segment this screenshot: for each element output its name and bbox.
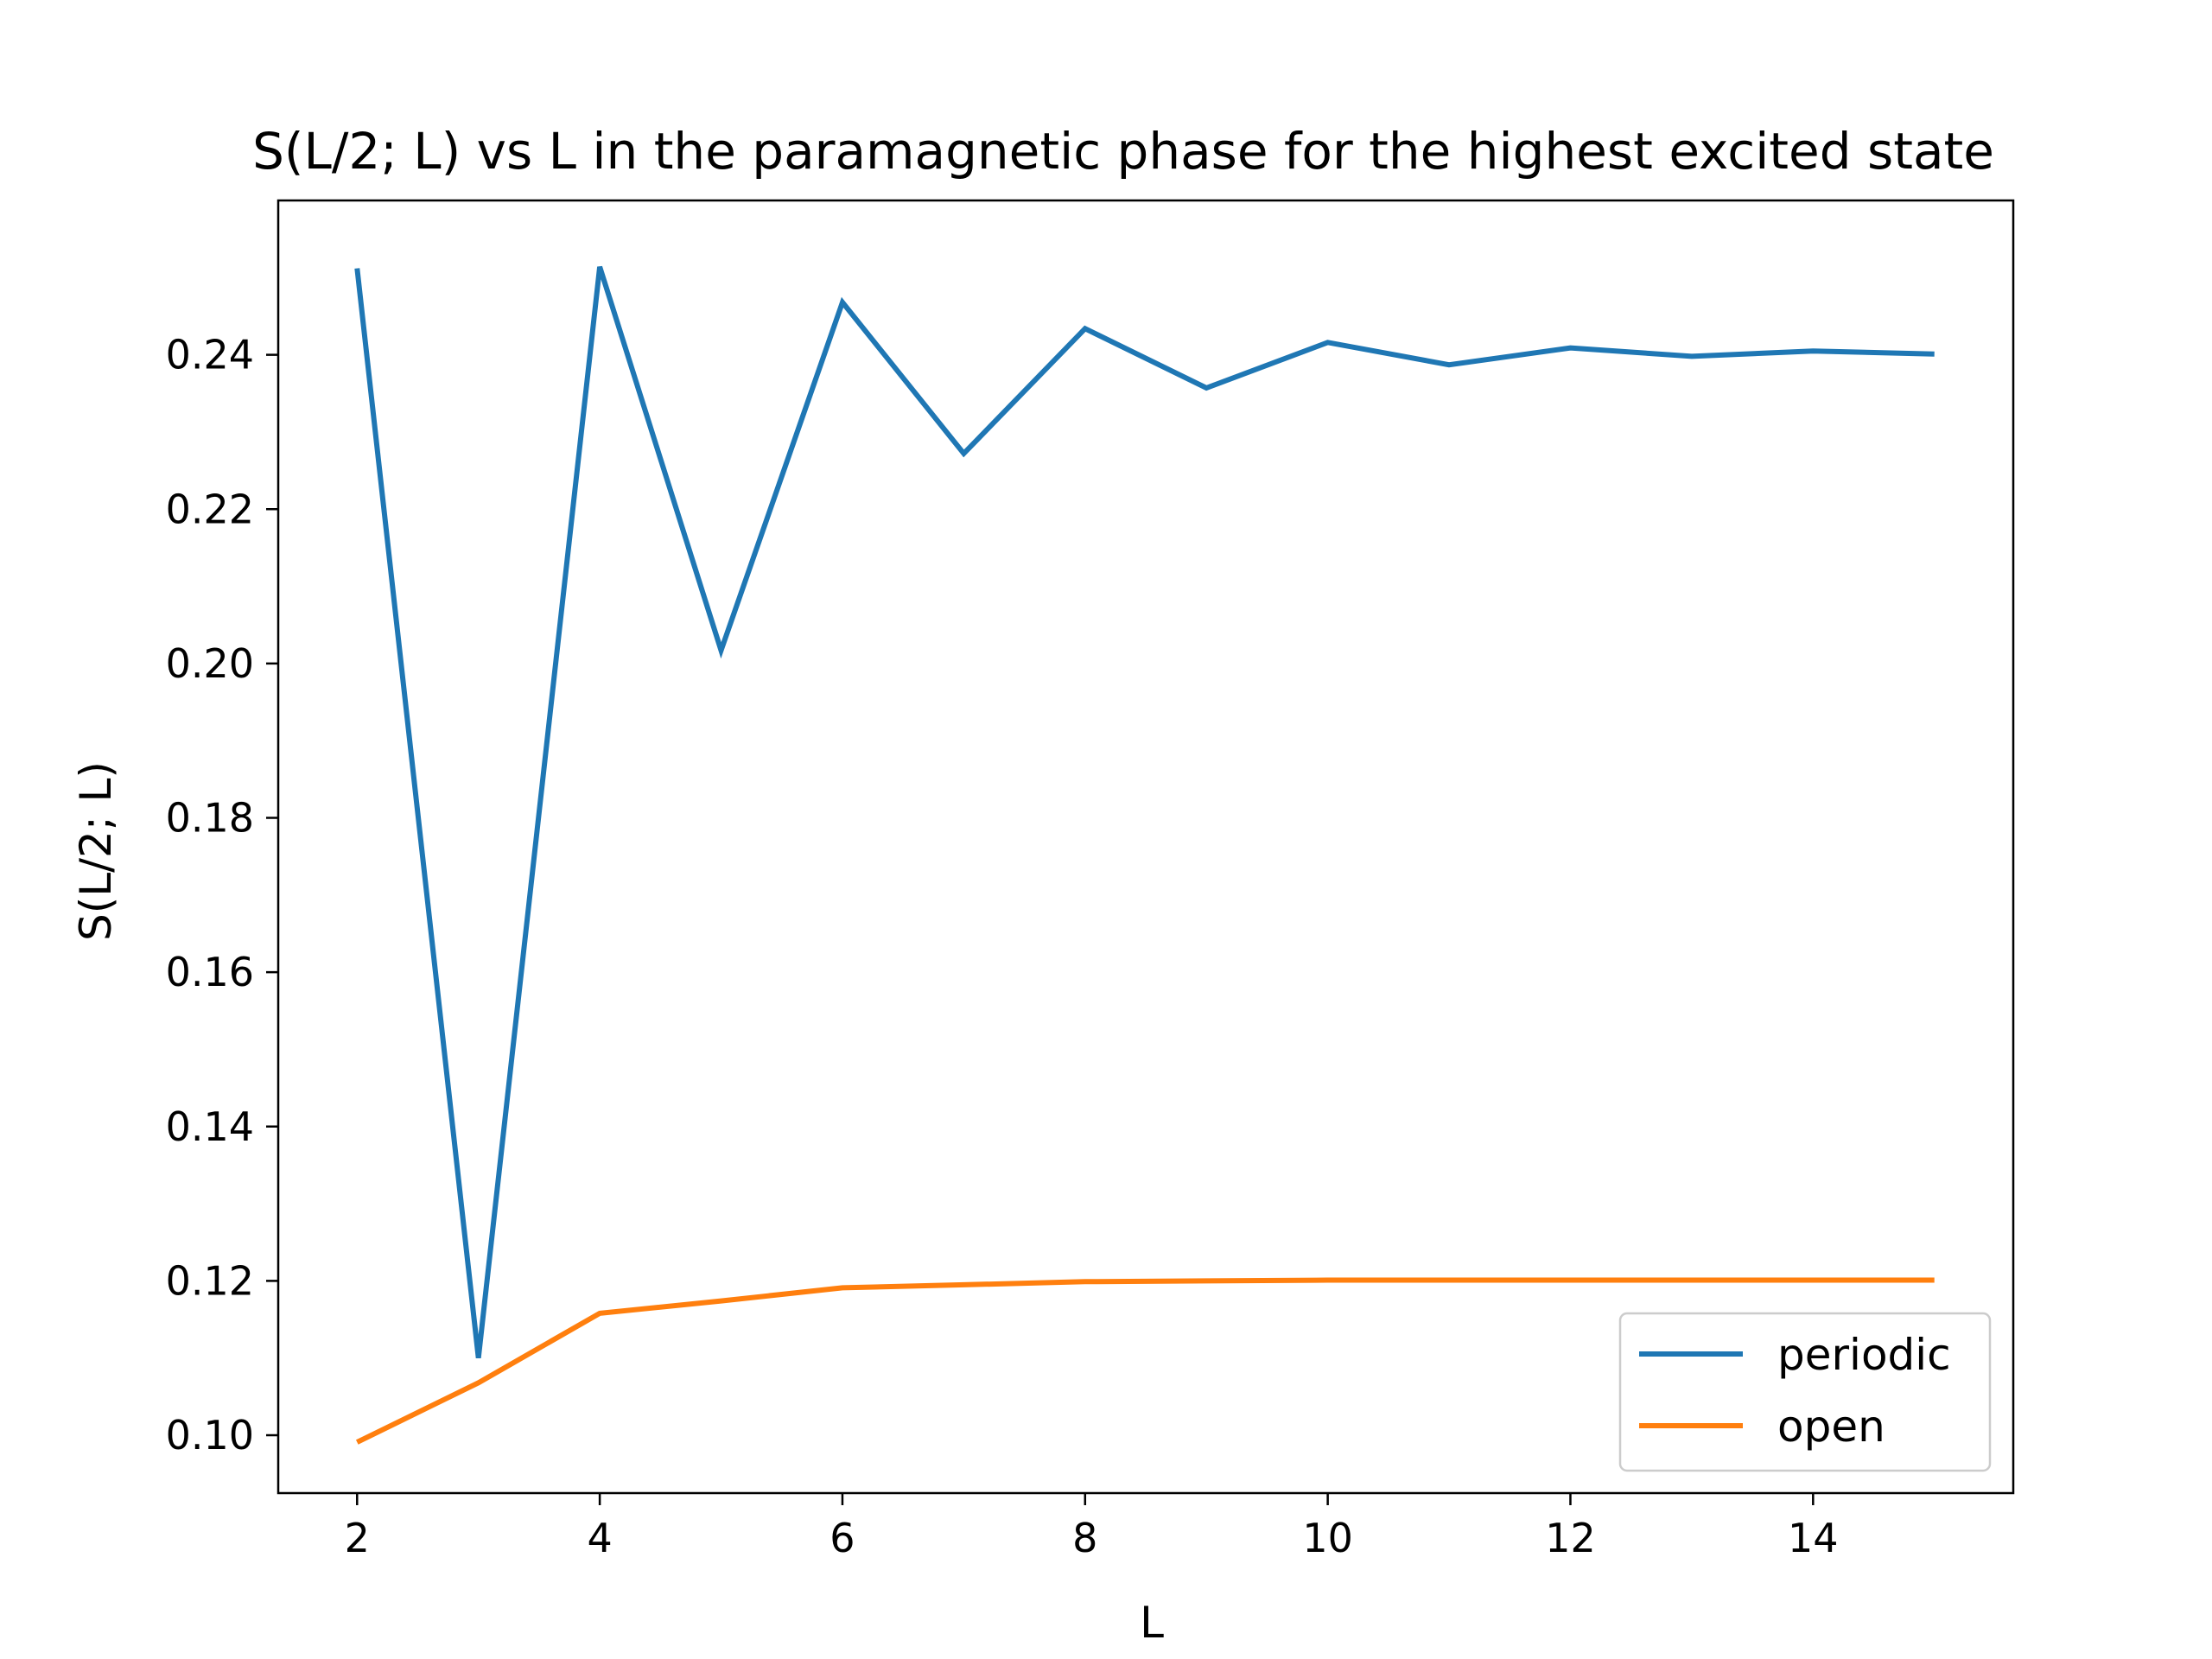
- plot-area: 2 4 6 8 10 12 14 0.10 0.12 0.14 0.16 0.18 0.20 0.22 0.…: [166, 199, 2015, 1561]
- x-tick-label: 8: [1072, 1515, 1097, 1561]
- y-tick-label: 0.12: [166, 1257, 254, 1304]
- y-tick-label: 0.22: [166, 486, 254, 532]
- y-tick-label: 0.14: [166, 1103, 254, 1150]
- x-tick-label: 14: [1788, 1515, 1839, 1561]
- y-tick-label: 0.20: [166, 640, 254, 687]
- plot-frame: [276, 199, 2015, 1495]
- x-tick-label: 2: [345, 1515, 370, 1561]
- chart-title: S(L/2; L) vs L in the paramagnetic phase…: [252, 122, 1994, 181]
- x-tick-label: 12: [1545, 1515, 1596, 1561]
- x-tick-label: 6: [830, 1515, 855, 1561]
- x-tick-label: 10: [1302, 1515, 1353, 1561]
- x-tick-label: 4: [587, 1515, 612, 1561]
- legend-label-periodic: periodic: [1777, 1330, 1951, 1380]
- x-axis-label: L: [1140, 1598, 1164, 1648]
- series-line-periodic: [354, 265, 1935, 1359]
- y-tick-label: 0.18: [166, 795, 254, 842]
- y-tick-label: 0.10: [166, 1412, 254, 1459]
- series-line-open: [355, 1277, 1935, 1445]
- legend-label-open: open: [1777, 1402, 1885, 1452]
- y-tick-label: 0.16: [166, 949, 254, 995]
- y-tick-label: 0.24: [166, 332, 254, 378]
- y-axis-label: S(L/2; L): [71, 761, 121, 941]
